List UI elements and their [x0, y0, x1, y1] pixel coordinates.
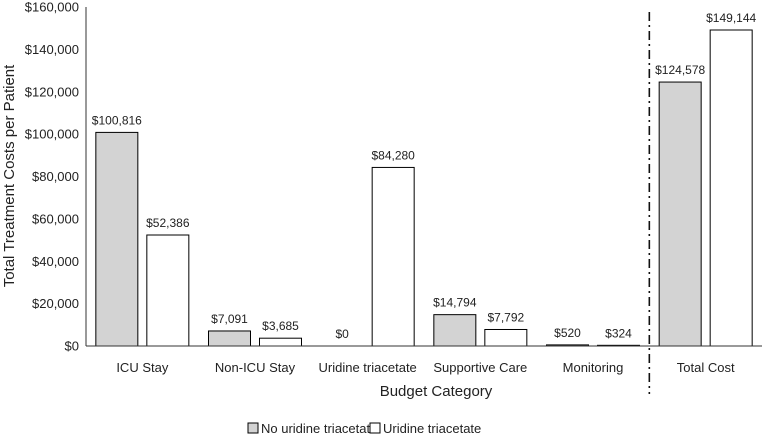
- data-label: $7,792: [487, 310, 524, 324]
- data-label: $520: [554, 326, 581, 340]
- data-label: $84,280: [371, 148, 415, 162]
- legend-label: No uridine triacetate: [261, 421, 377, 436]
- y-tick-label: $80,000: [32, 169, 79, 184]
- y-tick-label: $0: [65, 339, 79, 354]
- y-tick-label: $60,000: [32, 211, 79, 226]
- legend-swatch: [247, 422, 259, 434]
- bar: [146, 234, 190, 347]
- data-label: $7,091: [211, 312, 248, 326]
- y-axis-title: Total Treatment Costs per Patient: [1, 64, 18, 287]
- legend-label: Uridine triacetate: [383, 421, 481, 436]
- bar: [259, 337, 302, 347]
- x-tick-label: Non-ICU Stay: [215, 360, 296, 375]
- x-tick-label: ICU Stay: [116, 360, 169, 375]
- y-tick-label: $120,000: [25, 84, 79, 99]
- bar: [371, 166, 415, 347]
- y-tick-label: $140,000: [25, 42, 79, 57]
- x-axis-title: Budget Category: [380, 383, 493, 400]
- data-label: $3,685: [262, 319, 299, 333]
- y-tick-label: $20,000: [32, 296, 79, 311]
- data-label: $0: [335, 327, 349, 341]
- bar: [484, 328, 528, 347]
- legend-swatch: [369, 422, 381, 434]
- bar: [658, 81, 702, 347]
- bar: [208, 330, 251, 347]
- data-label: $124,578: [655, 63, 705, 77]
- y-tick-label: $160,000: [25, 0, 79, 15]
- data-label: $149,144: [706, 11, 756, 25]
- bar: [95, 131, 139, 347]
- bar: [709, 29, 753, 347]
- data-label: $100,816: [92, 113, 142, 127]
- y-tick-label: $40,000: [32, 254, 79, 269]
- legend: No uridine triacetate Uridine triacetate: [247, 421, 481, 436]
- bar: [433, 314, 477, 347]
- x-tick-label: Uridine triacetate: [319, 360, 417, 375]
- data-label: $324: [605, 326, 632, 340]
- data-label: $52,386: [146, 216, 190, 230]
- x-tick-label: Monitoring: [563, 360, 624, 375]
- x-tick-label: Total Cost: [677, 360, 735, 375]
- y-tick-label: $100,000: [25, 127, 79, 142]
- data-label: $14,794: [433, 296, 477, 310]
- x-tick-label: Supportive Care: [433, 360, 527, 375]
